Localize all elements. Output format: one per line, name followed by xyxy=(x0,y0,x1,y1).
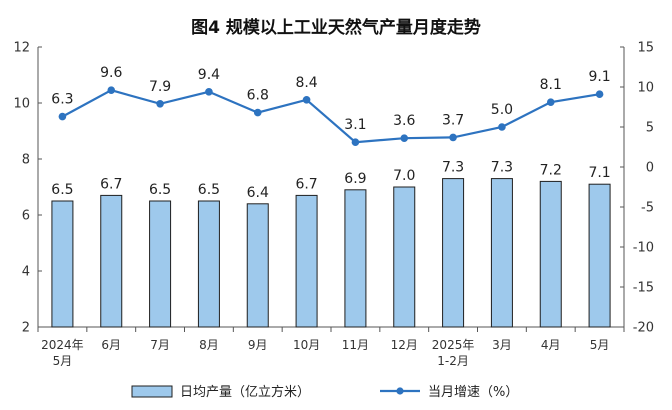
line-value-label: 9.6 xyxy=(100,65,122,81)
category-label: 2024年 xyxy=(41,338,84,352)
bar xyxy=(149,200,172,328)
right-tick-label: -10 xyxy=(633,241,654,256)
bar-labels-group: 6.5 6.7 6.5 6.5 6.4 6.7 6.9 7.0 7.3 7.3 7.2 7.1 xyxy=(51,160,610,201)
line-point xyxy=(449,133,457,142)
line-value-label: 3.6 xyxy=(393,113,415,129)
line-point xyxy=(595,90,604,98)
line-point xyxy=(498,123,506,131)
legend-bar-swatch xyxy=(131,385,173,398)
line-value-label: 3.1 xyxy=(344,117,366,133)
line-series-group xyxy=(58,86,604,146)
category-label: 1-2月 xyxy=(437,354,469,368)
line-point xyxy=(253,108,262,117)
legend-bar-label: 日均产量（亿立方米） xyxy=(180,384,310,400)
bar xyxy=(442,178,465,328)
left-tick-label: 6 xyxy=(22,209,30,224)
category-label: 5月 xyxy=(53,354,73,368)
line-labels-group: 6.3 9.6 7.9 9.4 6.8 8.4 3.1 3.6 3.7 5.0 8.1 9.1 xyxy=(51,65,610,133)
bar-value-label: 7.2 xyxy=(540,162,562,178)
line-value-label: 8.1 xyxy=(540,77,562,93)
right-tick-label: -15 xyxy=(633,281,654,296)
growth-line xyxy=(61,89,600,144)
line-value-label: 8.4 xyxy=(295,75,317,91)
right-tick-label: 15 xyxy=(637,41,654,56)
category-label: 5月 xyxy=(590,338,610,352)
left-tick-label: 12 xyxy=(13,41,30,56)
line-value-label: 6.3 xyxy=(51,92,73,108)
line-point xyxy=(107,86,116,94)
line-point xyxy=(58,112,67,121)
bar-value-label: 6.4 xyxy=(247,185,269,201)
axes-group: 2 4 6 8 10 12 -20 -15 -10 -5 0 5 10 15 xyxy=(13,41,654,336)
line-point xyxy=(546,98,555,106)
legend-line-label: 当月增速（%） xyxy=(428,385,518,400)
line-value-label: 6.8 xyxy=(247,88,269,104)
bar-value-label: 6.7 xyxy=(100,176,122,192)
category-label: 2025年 xyxy=(432,338,475,352)
right-tick-label: 0 xyxy=(646,161,654,176)
bar-value-label: 6.7 xyxy=(295,176,317,192)
bar xyxy=(539,180,562,328)
category-label: 8月 xyxy=(199,338,219,352)
left-tick-label: 8 xyxy=(22,153,30,168)
line-value-label: 9.4 xyxy=(198,67,220,83)
bar-value-label: 7.1 xyxy=(588,165,610,181)
line-value-label: 7.9 xyxy=(149,79,171,95)
bar-value-label: 6.5 xyxy=(51,182,73,198)
category-label: 4月 xyxy=(541,338,561,352)
left-tick-label: 4 xyxy=(22,265,30,280)
line-point xyxy=(400,134,409,142)
left-tick-label: 2 xyxy=(22,321,30,336)
bar-value-label: 7.0 xyxy=(393,168,415,184)
line-point xyxy=(156,100,164,108)
category-label: 11月 xyxy=(342,338,369,352)
bar xyxy=(197,200,220,328)
line-point xyxy=(205,88,213,96)
category-label: 10月 xyxy=(293,338,320,352)
category-labels-group: 2024年 5月 6月 7月 8月 9月 10月 11月 12月 2025年 1-2月 3月 4月 5月 xyxy=(41,338,609,368)
bar-value-label: 6.5 xyxy=(198,182,220,198)
line-value-label: 9.1 xyxy=(588,69,610,85)
bar xyxy=(51,200,74,328)
right-tick-label: 5 xyxy=(646,121,654,136)
chart-title: 图4 规模以上工业天然气产量月度走势 xyxy=(191,17,481,38)
left-tick-label: 10 xyxy=(13,97,30,112)
category-label: 3月 xyxy=(492,338,512,352)
category-label: 6月 xyxy=(101,338,121,352)
bar-value-label: 7.3 xyxy=(491,160,513,176)
bar-series-group xyxy=(51,178,611,328)
bar xyxy=(490,178,513,328)
line-value-label: 3.7 xyxy=(442,112,464,128)
category-label: 7月 xyxy=(150,338,170,352)
bar xyxy=(588,183,611,328)
right-tick-label: -5 xyxy=(641,201,654,216)
bar-value-label: 6.9 xyxy=(344,171,366,187)
legend-line-marker xyxy=(396,387,404,395)
right-tick-label: 10 xyxy=(637,81,654,96)
line-value-label: 5.0 xyxy=(491,102,513,118)
legend: 日均产量（亿立方米） 当月增速（%） xyxy=(131,384,518,400)
bar-value-label: 7.3 xyxy=(442,160,464,176)
right-tick-label: -20 xyxy=(633,321,654,336)
bar xyxy=(393,186,416,328)
bar xyxy=(344,189,367,328)
line-point xyxy=(351,138,360,146)
bar xyxy=(295,194,318,328)
bar xyxy=(100,194,123,328)
line-point xyxy=(302,96,311,104)
category-label: 12月 xyxy=(391,338,418,352)
bar-value-label: 6.5 xyxy=(149,182,171,198)
category-label: 9月 xyxy=(248,338,268,352)
bar xyxy=(246,203,269,328)
